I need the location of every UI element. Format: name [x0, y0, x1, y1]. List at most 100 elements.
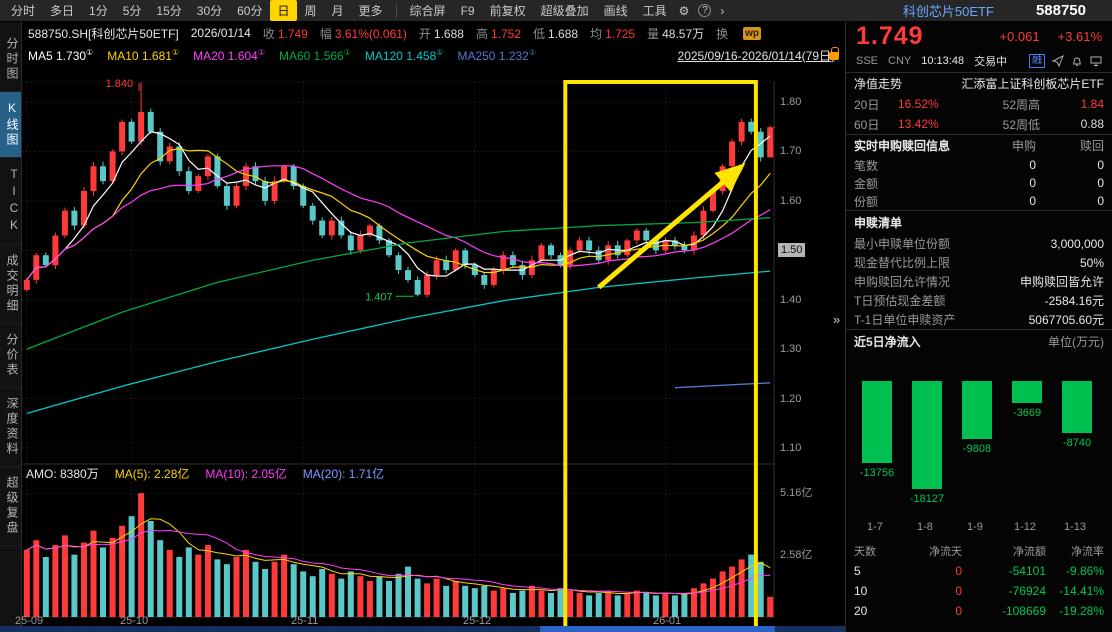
toolbar-button[interactable]: 前复权: [489, 4, 526, 18]
candle[interactable]: [452, 250, 459, 271]
candle[interactable]: [433, 260, 440, 275]
ma-param-icon[interactable]: ①: [171, 47, 180, 57]
period-tab[interactable]: 15分: [156, 4, 182, 18]
candle[interactable]: [738, 121, 745, 142]
candle[interactable]: [729, 141, 736, 167]
candle[interactable]: [100, 166, 106, 182]
sidebar-tab[interactable]: K线图: [0, 92, 21, 158]
ma-legend-item[interactable]: MA250 1.232①: [457, 47, 537, 63]
ma-param-icon[interactable]: ①: [257, 47, 265, 57]
settings-gear-icon[interactable]: ⚙: [678, 3, 690, 18]
candle[interactable]: [262, 181, 269, 201]
candle[interactable]: [767, 127, 774, 158]
candle[interactable]: [52, 235, 59, 266]
period-tab[interactable]: 更多: [358, 4, 383, 18]
candle[interactable]: [576, 240, 583, 251]
candle[interactable]: [138, 111, 145, 142]
wp-badge[interactable]: wp: [743, 26, 762, 40]
candle[interactable]: [500, 255, 507, 270]
candle[interactable]: [204, 156, 211, 177]
toolbar-button[interactable]: 画线: [603, 4, 628, 18]
candle[interactable]: [157, 131, 164, 162]
candle[interactable]: [214, 156, 221, 187]
period-tab[interactable]: 月: [331, 4, 344, 18]
candle[interactable]: [347, 235, 354, 251]
toolbar-button[interactable]: 工具: [642, 4, 667, 18]
candles-layer[interactable]: [23, 82, 774, 298]
candle[interactable]: [223, 186, 230, 206]
candle[interactable]: [81, 191, 87, 226]
candle[interactable]: [395, 255, 402, 270]
sidebar-tab[interactable]: 分时图: [0, 28, 21, 92]
candle[interactable]: [328, 220, 335, 236]
help-icon[interactable]: ?: [698, 4, 712, 17]
period-tab[interactable]: 多日: [50, 4, 75, 18]
candle[interactable]: [338, 220, 345, 236]
candle[interactable]: [195, 176, 202, 191]
ma-param-icon[interactable]: ①: [343, 47, 351, 57]
period-tab[interactable]: 30分: [196, 4, 223, 18]
chevron-right-icon[interactable]: ›: [720, 3, 725, 18]
sidebar-tab[interactable]: 分价表: [0, 324, 21, 388]
candle[interactable]: [61, 210, 68, 236]
candle[interactable]: [490, 270, 497, 285]
candle[interactable]: [481, 275, 488, 285]
lock-icon[interactable]: [829, 47, 839, 60]
candle[interactable]: [633, 230, 640, 241]
ma-legend-item[interactable]: MA60 1.566①: [279, 47, 351, 63]
sidebar-tab[interactable]: 深度资料: [0, 388, 21, 467]
candle[interactable]: [710, 191, 716, 211]
sidebar-tab[interactable]: TICK: [0, 158, 21, 245]
candle[interactable]: [443, 260, 450, 271]
candle[interactable]: [128, 121, 135, 142]
sidebar-tab[interactable]: 超级复盘: [0, 467, 21, 546]
candle[interactable]: [700, 210, 707, 236]
candle[interactable]: [567, 250, 574, 266]
candle[interactable]: [586, 240, 593, 251]
candle[interactable]: [147, 111, 154, 132]
sidebar-tab[interactable]: 成交明细: [0, 245, 21, 324]
candle[interactable]: [595, 250, 602, 261]
ma-param-icon[interactable]: ①: [528, 47, 537, 57]
tab-nav-trend[interactable]: 净值走势: [854, 77, 903, 91]
candle[interactable]: [757, 131, 764, 158]
candle[interactable]: [671, 240, 678, 246]
candle[interactable]: [681, 245, 688, 251]
scrollbar-thumb[interactable]: [540, 626, 775, 632]
candle[interactable]: [109, 151, 116, 182]
chart-scrollbar[interactable]: [0, 626, 845, 632]
period-tab[interactable]: 60分: [237, 4, 263, 18]
send-icon[interactable]: [1052, 55, 1064, 67]
candle[interactable]: [386, 240, 392, 256]
candle[interactable]: [309, 205, 316, 221]
candle[interactable]: [643, 230, 650, 241]
ma-legend-item[interactable]: MA120 1.458①: [364, 47, 444, 63]
candle[interactable]: [119, 121, 126, 152]
candle[interactable]: [366, 225, 373, 236]
ma-param-icon[interactable]: ①: [86, 47, 94, 57]
candle[interactable]: [414, 279, 421, 295]
candle[interactable]: [290, 166, 297, 187]
candle[interactable]: [243, 166, 249, 187]
bell-icon[interactable]: [1071, 55, 1083, 67]
candle[interactable]: [548, 245, 554, 256]
period-tab[interactable]: 分时: [11, 4, 36, 18]
candle[interactable]: [252, 166, 259, 182]
candle[interactable]: [233, 186, 240, 206]
candle[interactable]: [71, 210, 78, 226]
ma-param-icon[interactable]: ①: [436, 47, 444, 57]
candle[interactable]: [538, 245, 545, 261]
ma-legend-item[interactable]: MA10 1.681①: [107, 47, 180, 63]
candle[interactable]: [357, 235, 364, 251]
candle[interactable]: [90, 166, 97, 191]
candle[interactable]: [23, 279, 30, 290]
candle[interactable]: [176, 146, 183, 172]
candle[interactable]: [271, 181, 278, 201]
period-tab[interactable]: 日: [270, 0, 297, 21]
period-tab[interactable]: 5分: [122, 4, 142, 18]
candle[interactable]: [462, 250, 469, 266]
period-tab[interactable]: 1分: [89, 4, 108, 18]
candle[interactable]: [166, 146, 173, 162]
ma-legend-item[interactable]: MA20 1.604①: [193, 47, 265, 63]
candle[interactable]: [405, 270, 411, 280]
